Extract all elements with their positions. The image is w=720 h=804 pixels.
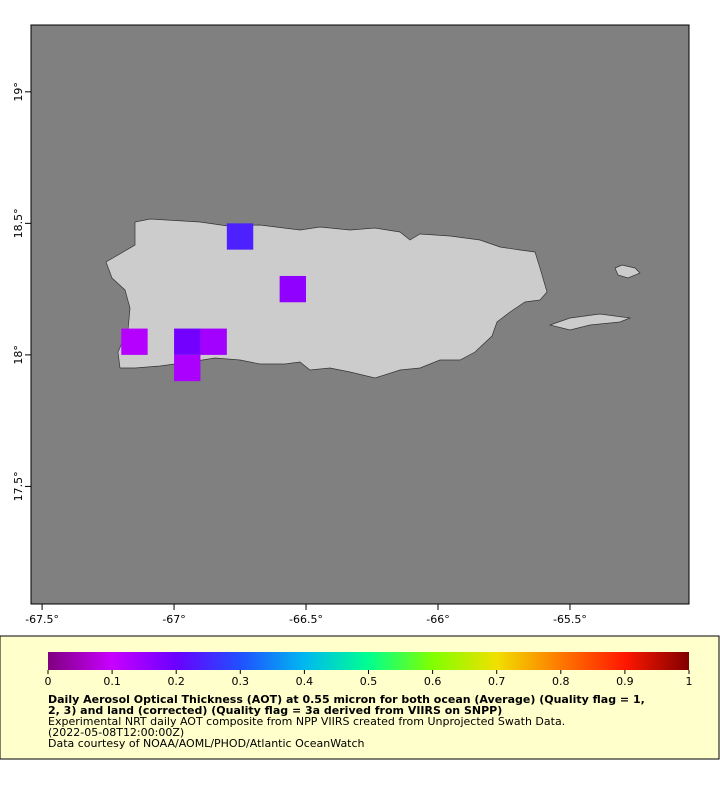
colorbar-tick-label: 0.6 [424, 675, 442, 688]
aot-cell [174, 328, 201, 355]
legend-text: (2022-05-08T12:00:00Z) [48, 726, 184, 739]
aot-cell [279, 275, 307, 303]
colorbar-tick-label: 0.2 [167, 675, 185, 688]
colorbar-tick-label: 0.3 [232, 675, 250, 688]
aot-cell [174, 354, 201, 382]
colorbar-tick-label: 0 [45, 675, 52, 688]
colorbar-tick-label: 0.9 [616, 675, 634, 688]
y-tick-label: 19° [12, 82, 25, 102]
colorbar-tick-label: 0.7 [488, 675, 506, 688]
y-tick-label: 17.5° [12, 471, 25, 501]
colorbar-tick-label: 0.4 [296, 675, 314, 688]
colorbar-tick-label: 0.5 [360, 675, 378, 688]
colorbar-tick-label: 1 [686, 675, 693, 688]
x-tick-label: -66.5° [289, 613, 323, 626]
legend-title: 2, 3) and land (corrected) (Quality flag… [48, 704, 502, 717]
y-tick-label: 18° [12, 345, 25, 365]
aot-cell [226, 223, 254, 250]
vieques [548, 313, 632, 331]
x-tick-label: -67° [162, 613, 185, 626]
y-tick-label: 18.5° [12, 208, 25, 238]
colorbar [48, 652, 689, 670]
aot-cell [200, 328, 227, 355]
legend-text: Data courtesy of NOAA/AOML/PHOD/Atlantic… [48, 737, 365, 750]
colorbar-tick-label: 0.1 [103, 675, 121, 688]
legend-title: Daily Aerosol Optical Thickness (AOT) at… [48, 693, 645, 706]
x-tick-label: -66° [426, 613, 449, 626]
culebra [614, 264, 641, 279]
colorbar-tick-label: 0.8 [552, 675, 570, 688]
x-tick-label: -65.5° [553, 613, 587, 626]
legend-text: Experimental NRT daily AOT composite fro… [48, 715, 565, 728]
plot-frame [30, 24, 690, 605]
aot-cell [121, 328, 148, 355]
x-tick-label: -67.5° [25, 613, 59, 626]
